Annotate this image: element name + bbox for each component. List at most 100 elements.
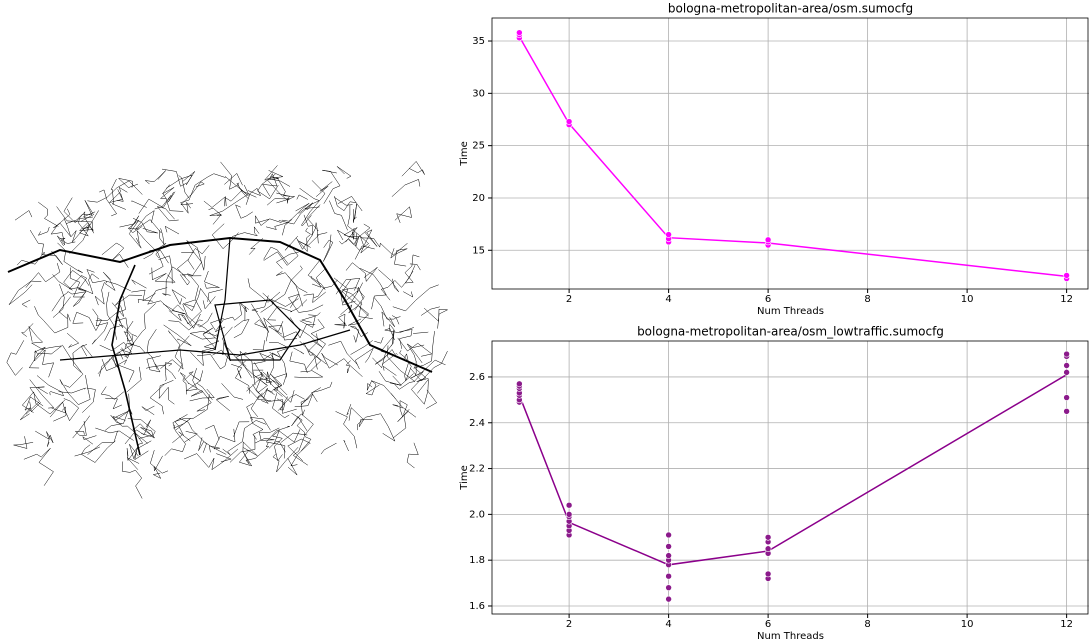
map-highway (215, 300, 300, 360)
map-road (53, 209, 70, 236)
y-axis-label: Time (459, 141, 470, 166)
map-road (14, 436, 33, 448)
map-road (300, 316, 316, 327)
map-road (22, 300, 30, 307)
road-map (7, 161, 448, 498)
data-point (1064, 395, 1070, 401)
map-road (132, 201, 147, 208)
map-road (216, 396, 230, 411)
map-road (359, 302, 373, 319)
map-road (159, 228, 164, 244)
map-road (335, 314, 347, 328)
map-road (351, 326, 368, 342)
map-road (346, 361, 351, 374)
map-road (204, 197, 226, 208)
y-tick-label: 20 (472, 193, 485, 204)
data-point (666, 532, 672, 538)
map-road (167, 369, 176, 379)
map-road (253, 340, 265, 350)
map-road (374, 337, 383, 343)
map-road (182, 274, 199, 300)
map-road (57, 207, 93, 231)
data-point (566, 502, 572, 508)
map-road (337, 230, 364, 247)
map-road (360, 268, 387, 309)
map-road (38, 202, 58, 226)
map-road (164, 325, 192, 346)
map-road (378, 270, 398, 292)
map-road (405, 255, 419, 283)
data-point (1064, 408, 1070, 414)
map-road (398, 409, 410, 422)
map-road (267, 390, 275, 395)
map-road (168, 192, 175, 202)
map-road (392, 179, 420, 196)
map-road (322, 170, 340, 204)
data-point (666, 543, 672, 549)
map-road (322, 353, 363, 377)
map-road (67, 333, 79, 347)
map-road (147, 356, 161, 372)
data-line (519, 37, 1066, 277)
map-road (165, 363, 172, 381)
map-road (274, 324, 316, 337)
map-road (124, 303, 156, 345)
x-tick-label: 8 (864, 294, 870, 305)
map-road (15, 211, 32, 221)
map-road (221, 162, 240, 189)
map-road (299, 188, 320, 213)
map-road (426, 390, 436, 409)
data-point (566, 119, 572, 125)
map-road (127, 367, 141, 392)
map-road (355, 246, 375, 260)
map-road (334, 197, 352, 205)
map-road (346, 263, 377, 282)
map-road (105, 394, 132, 431)
data-point (666, 573, 672, 579)
map-road (73, 416, 90, 438)
map-road (190, 328, 215, 366)
map-road (225, 191, 257, 207)
map-road (135, 211, 161, 233)
map-road (186, 368, 203, 391)
x-tick-label: 8 (864, 619, 870, 630)
map-road (81, 441, 115, 463)
y-tick-label: 2.4 (469, 418, 485, 429)
map-road (148, 288, 173, 313)
map-road (261, 266, 303, 313)
x-tick-label: 10 (961, 619, 974, 630)
map-road (102, 243, 128, 268)
map-road (223, 420, 266, 455)
map-road (113, 411, 129, 421)
x-tick-label: 10 (961, 294, 974, 305)
x-tick-label: 6 (765, 294, 771, 305)
y-tick-label: 2.0 (469, 509, 485, 520)
map-road (107, 292, 117, 340)
map-road (209, 429, 235, 452)
map-road (188, 245, 209, 269)
map-road (105, 398, 122, 409)
map-road (9, 281, 41, 305)
map-road (160, 336, 189, 369)
map-road (395, 207, 412, 223)
map-road (308, 313, 320, 316)
map-road (344, 440, 349, 451)
plot-frame (492, 341, 1088, 614)
map-road (294, 348, 304, 354)
y-tick-label: 2.2 (469, 464, 485, 475)
map-road (323, 235, 333, 262)
y-tick-label: 15 (472, 245, 485, 256)
map-road (367, 381, 372, 390)
map-road (278, 395, 305, 411)
map-road (35, 431, 53, 447)
map-road (385, 327, 414, 340)
map-road (159, 380, 174, 404)
map-road (267, 199, 290, 206)
map-road (288, 458, 297, 475)
map-road (248, 278, 280, 302)
data-point (1064, 369, 1070, 375)
x-tick-label: 2 (566, 619, 572, 630)
data-point (765, 237, 771, 243)
map-road (253, 353, 274, 364)
map-road (403, 292, 413, 298)
